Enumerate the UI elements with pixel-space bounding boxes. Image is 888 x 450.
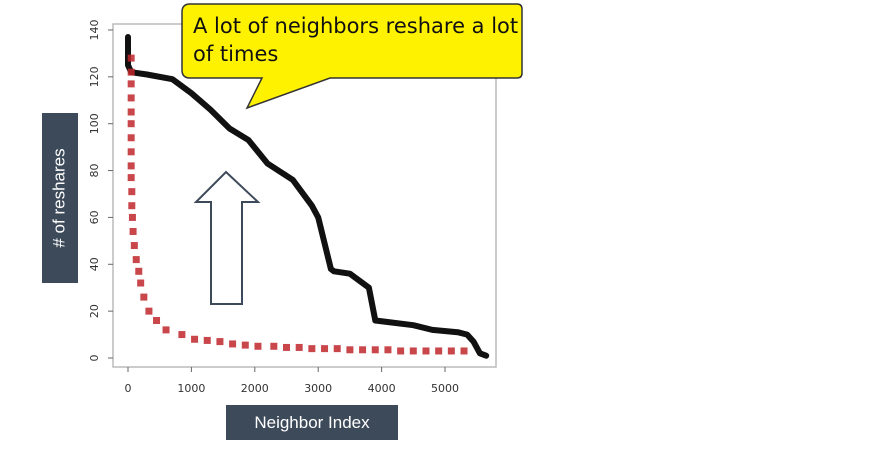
y-tick-label: 40 [88,257,101,271]
series-red-point [127,68,135,76]
series-red-point [191,335,199,343]
series-red-point [346,346,354,354]
y-tick-label: 20 [88,304,101,318]
series-red-point [127,108,135,116]
y-tick-label: 100 [88,113,101,134]
series-red-point [308,345,316,353]
series-black-line [125,34,490,359]
series-red-point [409,347,417,355]
series-red-point [127,120,135,128]
y-tick-label: 80 [88,164,101,178]
y-axis-label: # of reshares [50,148,70,248]
series-red-point [128,188,136,196]
series-red-point [145,307,153,315]
series-red-point [241,341,249,349]
series-red-point [127,54,135,62]
series-red-point [203,336,211,344]
series-red-point [295,343,303,351]
series-red-point [397,347,405,355]
x-tick-label: 0 [125,382,132,395]
series-red-point [140,293,148,301]
series-red-point [422,347,430,355]
x-tick-label: 3000 [304,382,332,395]
series-red-point [127,162,135,170]
callout-bubble [181,3,523,110]
series-red-point [127,148,135,156]
series-red-point [178,331,186,339]
series-red-point [127,174,135,182]
series-red-point [460,347,468,355]
series-red-point [137,279,145,287]
y-axis-label-box: # of reshares [42,113,78,283]
series-red-point [162,326,170,334]
series-red-point [128,213,136,221]
series-red-point [127,80,135,88]
series-red-point [127,94,135,102]
series-red-point [135,267,143,275]
callout-text: A lot of neighbors reshare a lot of time… [193,14,519,66]
series-red-point [359,346,367,354]
series-red-point [127,134,135,142]
series-red-point [254,342,262,350]
series-red-point [333,345,341,353]
series-red-point [132,256,140,264]
x-tick-label: 5000 [431,382,459,395]
series-red-point [130,242,138,250]
up-arrow-icon [193,170,261,305]
series-red-point [129,227,137,235]
series-red-point [435,347,443,355]
x-tick-label: 1000 [177,382,205,395]
series-red-point [447,347,455,355]
series-red-point [216,338,224,346]
x-axis-label: Neighbor Index [226,405,398,440]
series-red-point [153,317,161,325]
y-tick-label: 140 [88,19,101,40]
y-tick-label: 120 [88,66,101,87]
series-red-point [128,202,136,210]
series-red-point [270,342,278,350]
x-tick-label: 2000 [241,382,269,395]
x-tick-label: 4000 [368,382,396,395]
series-red-point [321,345,329,353]
series-red-point [371,346,379,354]
series-red-point [283,343,290,351]
series-red-point [384,346,392,354]
y-tick-label: 60 [88,210,101,224]
y-tick-label: 0 [88,355,101,362]
series-red-point [229,340,237,348]
